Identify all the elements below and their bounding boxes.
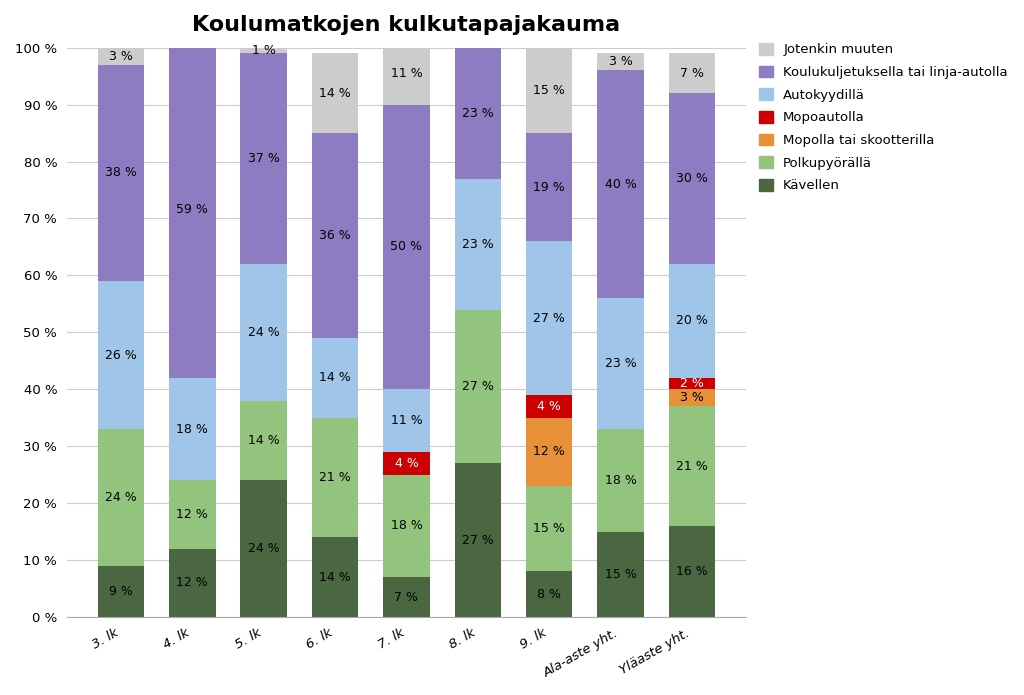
Text: 9 %: 9 % [109,585,133,598]
Bar [597,532,644,617]
Text: 27 %: 27 % [462,380,494,393]
Text: 14 %: 14 % [248,434,280,447]
Text: 27 %: 27 % [462,534,494,547]
Text: 27 %: 27 % [534,311,565,325]
Bar [169,548,215,617]
Text: 24 %: 24 % [105,491,137,504]
Bar [669,526,715,617]
Bar [383,389,430,452]
Text: 7 %: 7 % [394,591,419,603]
Text: 4 %: 4 % [394,457,419,470]
Text: 4 %: 4 % [538,400,561,413]
Text: 3 %: 3 % [109,50,133,63]
Text: 30 %: 30 % [676,172,708,185]
Bar [669,378,715,389]
Text: 36 %: 36 % [319,229,351,242]
Bar [669,54,715,93]
Text: 11 %: 11 % [390,67,422,80]
Bar [169,378,215,480]
Bar [169,480,215,548]
Bar [526,418,572,486]
Bar [312,418,358,537]
Text: 24 %: 24 % [248,326,280,339]
Text: 12 %: 12 % [176,508,208,521]
Text: 37 %: 37 % [248,152,280,165]
Bar [312,133,358,338]
Bar [312,338,358,418]
Bar [597,70,644,298]
Bar [526,571,572,617]
Text: 14 %: 14 % [319,371,351,384]
Text: 23 %: 23 % [462,238,494,251]
Bar [455,309,501,464]
Bar [169,42,215,378]
Text: 2 %: 2 % [680,377,703,390]
Text: 38 %: 38 % [105,166,137,179]
Bar [241,48,287,54]
Bar [669,93,715,264]
Text: 11 %: 11 % [390,414,422,427]
Text: 15 %: 15 % [534,84,565,97]
Bar [526,48,572,133]
Text: 20 %: 20 % [676,314,708,327]
Text: 26 %: 26 % [105,349,137,361]
Text: 50 %: 50 % [390,240,423,254]
Text: 12 %: 12 % [534,445,565,459]
Bar [241,400,287,480]
Bar [455,464,501,617]
Text: 18 %: 18 % [605,474,637,487]
Text: 3 %: 3 % [608,56,633,68]
Bar [241,54,287,264]
Bar [383,105,430,389]
Text: 21 %: 21 % [319,471,351,484]
Text: 18 %: 18 % [176,423,208,436]
Text: 12 %: 12 % [176,576,208,589]
Bar [383,475,430,577]
Bar [97,281,144,429]
Text: 21 %: 21 % [676,459,708,473]
Text: 59 %: 59 % [176,204,208,216]
Bar [526,133,572,241]
Text: 7 %: 7 % [680,67,705,80]
Text: 1 %: 1 % [252,44,275,57]
Text: 8 %: 8 % [538,588,561,600]
Bar [597,54,644,70]
Bar [455,179,501,309]
Text: 3 %: 3 % [680,391,703,404]
Bar [597,429,644,532]
Text: 15 %: 15 % [534,522,565,535]
Text: 23 %: 23 % [462,106,494,120]
Text: 23 %: 23 % [605,357,637,370]
Bar [526,395,572,418]
Bar [97,429,144,566]
Text: 24 %: 24 % [248,542,280,555]
Bar [312,54,358,133]
Text: 15 %: 15 % [605,568,637,581]
Legend: Jotenkin muuten, Koulukuljetuksella tai linja-autolla, Autokyydillä, Mopoautolla: Jotenkin muuten, Koulukuljetuksella tai … [760,43,1008,193]
Bar [526,241,572,395]
Bar [312,537,358,617]
Text: 18 %: 18 % [390,519,423,532]
Text: 14 %: 14 % [319,87,351,99]
Bar [241,264,287,400]
Bar [97,566,144,617]
Text: 14 %: 14 % [319,571,351,584]
Text: 16 %: 16 % [676,565,708,578]
Bar [383,452,430,475]
Text: 40 %: 40 % [605,178,637,191]
Bar [597,298,644,429]
Bar [383,42,430,105]
Bar [455,48,501,179]
Title: Koulumatkojen kulkutapajakauma: Koulumatkojen kulkutapajakauma [193,15,621,35]
Text: 19 %: 19 % [534,181,565,194]
Bar [669,389,715,407]
Bar [669,264,715,378]
Bar [97,48,144,65]
Bar [97,65,144,281]
Bar [241,480,287,617]
Bar [383,577,430,617]
Bar [526,486,572,571]
Bar [669,407,715,526]
